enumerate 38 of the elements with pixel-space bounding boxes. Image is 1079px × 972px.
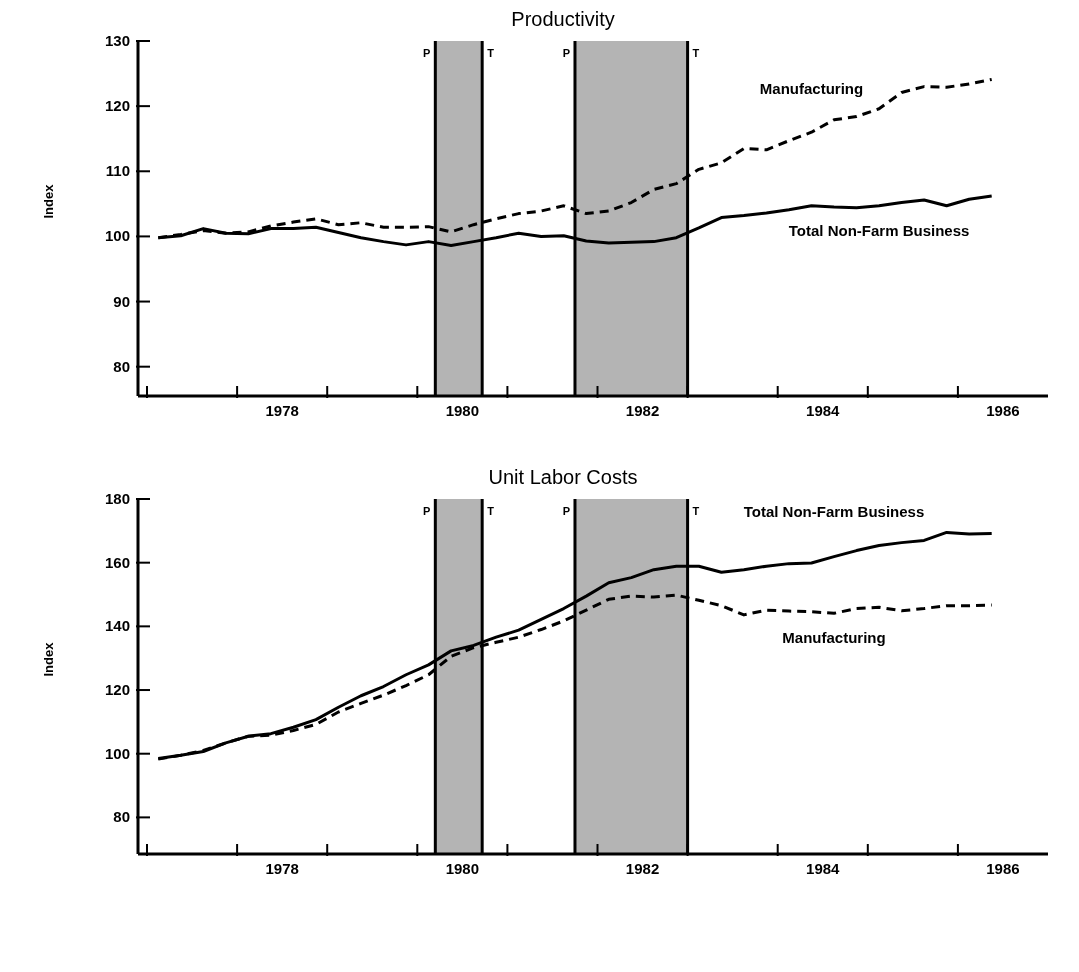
ref-line-label: T bbox=[487, 47, 495, 59]
ref-line-label: T bbox=[487, 505, 495, 517]
x-tick-label: 1978 bbox=[265, 402, 299, 419]
y-tick-label: 160 bbox=[104, 553, 130, 571]
y-tick-label: 80 bbox=[113, 808, 130, 826]
y-tick-label: 100 bbox=[104, 227, 130, 245]
y-tick-label: 120 bbox=[104, 681, 130, 699]
x-tick-label: 1986 bbox=[986, 860, 1020, 877]
y-tick-label: 120 bbox=[104, 97, 130, 115]
x-tick-label: 1980 bbox=[445, 860, 480, 877]
ref-line-label: P bbox=[422, 47, 431, 59]
series-label: Manufacturing bbox=[759, 80, 864, 98]
x-tick-label: 1984 bbox=[806, 402, 841, 419]
y-tick-label: 110 bbox=[105, 162, 130, 180]
series-label: Manufacturing bbox=[782, 629, 886, 647]
x-tick-label: 1986 bbox=[986, 402, 1020, 419]
x-tick-label: 1978 bbox=[265, 860, 299, 877]
y-tick-label: 80 bbox=[113, 357, 130, 375]
x-tick-label: 1982 bbox=[625, 860, 660, 877]
y-tick-label: 100 bbox=[104, 744, 130, 762]
ref-line-label: T bbox=[692, 505, 700, 517]
ref-line-label: P bbox=[562, 47, 570, 59]
y-axis-title: Index bbox=[40, 183, 56, 219]
chart-title: Productivity bbox=[510, 8, 616, 31]
x-tick-label: 1980 bbox=[445, 402, 480, 419]
ref-line-label: P bbox=[562, 505, 570, 517]
x-tick-label: 1984 bbox=[806, 860, 841, 877]
x-tick-label: 1982 bbox=[625, 402, 660, 419]
y-tick-label: 180 bbox=[104, 490, 130, 507]
series-label: Total Non-Farm Business bbox=[788, 221, 970, 239]
ref-line-label: P bbox=[422, 505, 431, 517]
ref-line-label: T bbox=[692, 47, 700, 59]
chart-title: Unit Labor Costs bbox=[487, 466, 639, 489]
y-axis-title: Index bbox=[40, 641, 56, 677]
y-tick-label: 140 bbox=[104, 617, 130, 635]
series-label: Total Non-Farm Business bbox=[743, 502, 925, 520]
y-tick-label: 90 bbox=[113, 292, 130, 310]
y-tick-label: 130 bbox=[104, 32, 130, 49]
